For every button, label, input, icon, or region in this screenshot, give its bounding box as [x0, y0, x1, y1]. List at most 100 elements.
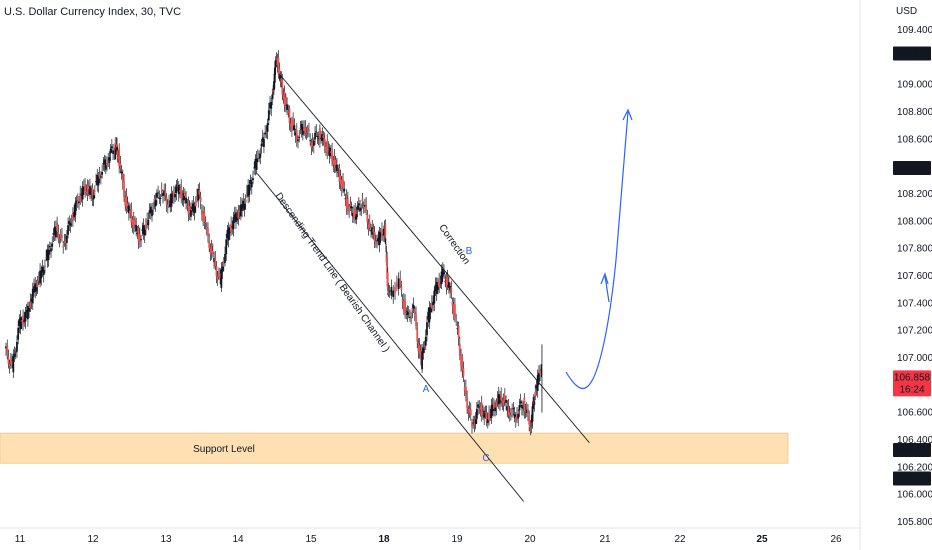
candle-body [159, 198, 162, 200]
support-level-label: Support Level [193, 444, 255, 455]
candle-body [131, 219, 134, 226]
channel-upper-line[interactable] [278, 73, 590, 444]
candle-body [73, 211, 76, 218]
candle-body [56, 222, 59, 231]
candle-body [138, 234, 141, 243]
y-tick-label: 106.000 [897, 490, 932, 501]
candle-body [355, 214, 358, 220]
candle-body [152, 208, 155, 210]
candle-body [445, 276, 448, 287]
candle-body [89, 186, 91, 195]
candle-body [232, 216, 235, 230]
candle-body [12, 356, 15, 373]
candle-body [446, 276, 449, 286]
candle-body [366, 214, 369, 223]
channel-lower-line[interactable] [256, 173, 525, 502]
candle-body [209, 248, 212, 254]
candle-body [377, 238, 380, 242]
candle-body [108, 157, 111, 163]
candle-body [187, 200, 190, 215]
candle-body [31, 288, 34, 304]
candle-body [7, 356, 10, 364]
candle-body [61, 235, 63, 239]
candle-body [273, 81, 275, 91]
candle-body [272, 89, 275, 92]
candle-body [405, 311, 408, 313]
candle-body [58, 239, 61, 241]
candle-body [452, 304, 455, 316]
candle-body [85, 191, 88, 193]
candle-body [225, 239, 228, 255]
candle-body [496, 397, 499, 401]
candle-body [413, 311, 416, 314]
candle-body [36, 280, 39, 287]
candle-body [477, 404, 479, 408]
candle-body [109, 148, 112, 154]
y-tick-label: 107.000 [897, 353, 932, 364]
candle-body [69, 223, 72, 226]
candle-body [113, 151, 116, 153]
candle-body [242, 200, 245, 208]
x-tick-label: 14 [232, 534, 244, 545]
candle-body [179, 190, 181, 192]
candle-body [233, 214, 236, 220]
candle-body [6, 346, 9, 354]
candle-body [84, 184, 86, 192]
candle-body [28, 308, 31, 312]
candle-body [220, 269, 223, 288]
candle-body [374, 242, 377, 245]
candle-body [270, 101, 273, 109]
candle-body [52, 233, 55, 235]
candle-body [430, 302, 433, 309]
candle-body [141, 229, 144, 231]
candle-body [478, 406, 481, 408]
candle-body [441, 268, 444, 277]
candle-body [29, 300, 32, 308]
candle-body [482, 411, 484, 415]
candle-body [319, 127, 321, 141]
candle-body [306, 128, 309, 131]
candle-body [511, 408, 514, 411]
price-badge-label: 106.858 [894, 372, 931, 383]
candle-body [507, 406, 510, 415]
candle-body [41, 267, 44, 273]
support-zone [0, 432, 789, 464]
candle-body [529, 427, 532, 432]
candle-body [230, 224, 232, 233]
candle-body [469, 409, 472, 416]
candle-body [180, 186, 183, 199]
candle-body [432, 301, 434, 306]
candle-body [177, 185, 180, 195]
y-tick-label: 105.800 [897, 517, 932, 528]
y-tick-label: 106.400 [897, 435, 932, 446]
candle-body [92, 195, 95, 200]
candle-body [283, 91, 286, 106]
candle-body [104, 163, 107, 170]
price-badge-time: 16:24 [899, 384, 924, 395]
candle-body [370, 230, 372, 232]
candle-body [455, 317, 458, 319]
candle-body [528, 416, 531, 425]
candle-body [274, 60, 277, 68]
point-a-label: A [423, 384, 430, 395]
candle-body [533, 401, 536, 405]
candle-body [517, 413, 520, 419]
candle-body [165, 197, 168, 205]
price-badge [893, 471, 931, 486]
candle-body [97, 176, 100, 186]
y-tick-label: 108.200 [897, 189, 932, 200]
candle-body [254, 158, 257, 169]
candle-body [438, 279, 441, 287]
candle-body [117, 157, 120, 159]
candle-body [371, 227, 374, 235]
candle-body [72, 212, 74, 220]
candle-body [449, 286, 451, 291]
candle-body [474, 419, 477, 424]
candle-body [322, 135, 325, 139]
candle-body [421, 351, 424, 370]
candle-body [181, 194, 184, 199]
candle-body [75, 200, 78, 204]
candle-body [350, 206, 353, 209]
candle-body [460, 355, 462, 367]
